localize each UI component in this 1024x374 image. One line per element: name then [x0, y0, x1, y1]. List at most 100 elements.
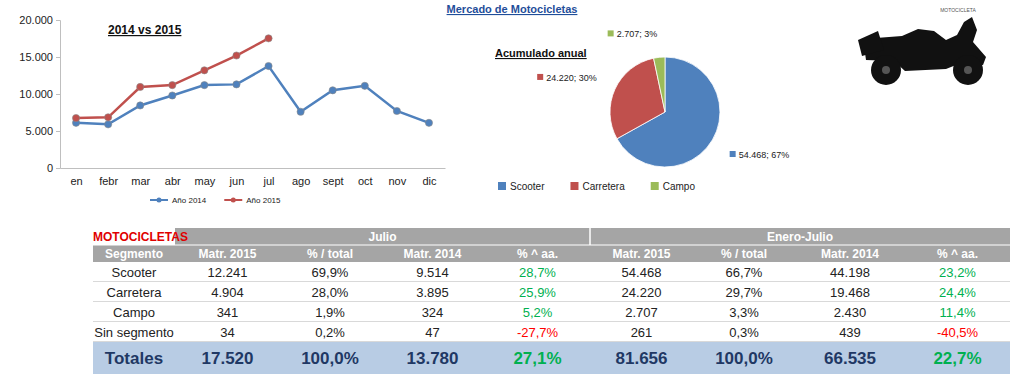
table-cell-text: 66,7%: [726, 265, 763, 280]
x-tick: dic: [422, 168, 437, 187]
y-tick-label: 0: [47, 162, 53, 174]
y-tick: 15.000: [19, 51, 60, 63]
legend-key-marker: [231, 198, 236, 203]
table-total-text: 66.535: [824, 349, 876, 368]
legend-label: Carretera: [582, 181, 625, 192]
table-cell-text: 34: [220, 325, 234, 340]
table-row-bg: [93, 322, 1010, 342]
data-label-text: 54.468; 67%: [739, 150, 790, 160]
legend-key: [498, 182, 506, 190]
table-total-text: Totales: [105, 349, 163, 368]
series-line: [76, 66, 429, 124]
series-marker: [393, 107, 400, 114]
legend-item: Año 2014: [150, 196, 207, 205]
table-group-header: Julio: [368, 230, 396, 244]
legend-label: Año 2015: [246, 196, 281, 205]
legend-label: Campo: [663, 181, 696, 192]
y-tick-mark: [56, 131, 60, 132]
x-tick: sept: [323, 168, 344, 187]
table-group-header: Enero-Julio: [767, 230, 833, 244]
icon-case: [858, 31, 884, 56]
series-marker: [265, 35, 272, 42]
table-column-header: % ^ aa.: [937, 247, 978, 261]
table-total-text: 22,7%: [933, 349, 981, 368]
table-cell-text: 24.220: [622, 285, 662, 300]
data-label: 54.468; 67%: [730, 150, 790, 160]
x-tick: ago: [292, 168, 310, 187]
x-tick: nov: [389, 168, 407, 187]
y-tick-mark: [56, 168, 60, 169]
y-tick-label: 10.000: [19, 88, 53, 100]
table-cell-text: 47: [425, 325, 439, 340]
table-cell-text: 3,3%: [729, 305, 759, 320]
series-marker: [233, 81, 240, 88]
x-tick-label: mar: [131, 175, 150, 187]
pie-slices: [610, 57, 720, 167]
series-marker: [72, 114, 79, 121]
table-cell-text: 2.430: [834, 305, 867, 320]
table-row-bg: [93, 302, 1010, 322]
motorcycle-icon: MOTOCICLETA: [858, 7, 986, 85]
table-cell-text: 0,2%: [315, 325, 345, 340]
table-cell-text: 28,0%: [312, 285, 349, 300]
pie-slice: [654, 57, 665, 112]
series-marker: [201, 67, 208, 74]
chart-title: 2014 vs 2015: [108, 23, 182, 37]
table-cell-text: 5,2%: [523, 305, 553, 320]
chart-title: Acumulado anual: [495, 47, 587, 59]
legend-item: Campo: [651, 181, 696, 192]
series-marker: [137, 83, 144, 90]
y-tick: 20.000: [19, 14, 60, 26]
table-cell-text: 44.198: [830, 265, 870, 280]
data-label-text: 2.707; 3%: [617, 29, 658, 39]
table-column-header: Matr. 2015: [198, 247, 256, 261]
legend-key: [651, 182, 659, 190]
x-tick: mar: [131, 168, 150, 187]
legend: Scooter Carretera Campo: [498, 181, 695, 192]
table-cell-text: 69,9%: [312, 265, 349, 280]
x-tick-label: febr: [99, 175, 118, 187]
table-cell-text: 24,4%: [939, 285, 976, 300]
table-cell-text: 439: [839, 325, 861, 340]
table-cell-text: 28,7%: [519, 265, 556, 280]
legend-key-marker: [157, 198, 162, 203]
x-tick-label: nov: [389, 175, 407, 187]
x-tick-label: abr: [165, 175, 181, 187]
y-axis-line: [56, 21, 61, 169]
x-tick-label: ago: [292, 175, 310, 187]
pie-chart: Acumulado anual54.468; 67%24.220; 30%2.7…: [495, 29, 789, 192]
legend-item: Scooter: [498, 181, 545, 192]
table-cell-text: 25,9%: [519, 285, 556, 300]
table-title: MOTOCICLETAS: [93, 230, 188, 244]
series-marker: [105, 114, 112, 121]
table-cell-text: -40,5%: [937, 325, 979, 340]
series-marker: [201, 82, 208, 89]
data-label: 2.707; 3%: [608, 29, 658, 39]
icon-label: MOTOCICLETA: [940, 7, 976, 13]
series-marker: [169, 82, 176, 89]
table-total-text: 17.520: [202, 349, 254, 368]
table-column-header: % / total: [307, 247, 353, 261]
x-tick: jun: [229, 168, 245, 187]
legend-label: Scooter: [510, 181, 545, 192]
table-totals-bg: [93, 342, 1010, 374]
series-marker: [233, 52, 240, 59]
table-header-bg: [175, 228, 1010, 245]
data-label-key: [608, 30, 614, 36]
icon-hub: [882, 66, 890, 74]
series-marker: [297, 108, 304, 115]
legend-label: Año 2014: [172, 196, 207, 205]
table-cell-text: Scooter: [112, 265, 157, 280]
table-column-header: Matr. 2014: [403, 247, 461, 261]
table-divider: [93, 245, 1010, 246]
y-tick-label: 20.000: [19, 14, 53, 26]
table-cell-text: 0,3%: [729, 325, 759, 340]
legend-item: Año 2015: [224, 196, 281, 205]
series-marker: [265, 62, 272, 69]
table-cell-text: 11,4%: [940, 305, 976, 320]
legend: Año 2014 Año 2015: [150, 196, 281, 205]
y-tick-label: 5.000: [25, 125, 53, 137]
table-cell-text: 3.895: [416, 285, 449, 300]
table-row-line: [93, 321, 1010, 322]
table-total-text: 100,0%: [715, 349, 773, 368]
